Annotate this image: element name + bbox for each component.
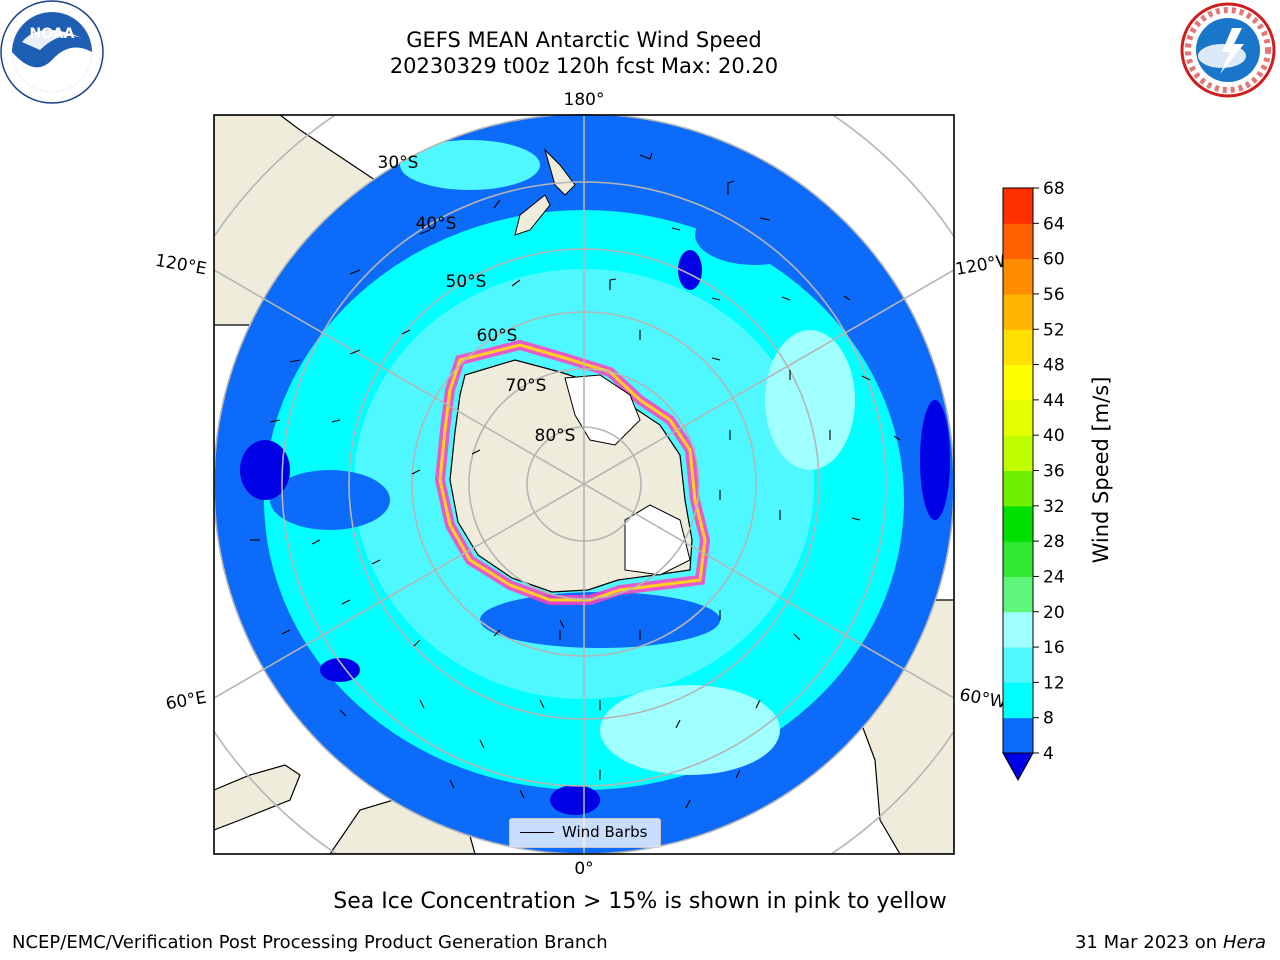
colorbar-swatch bbox=[1003, 647, 1033, 683]
footer-credit: NCEP/EMC/Verification Post Processing Pr… bbox=[12, 932, 608, 953]
lat-label-50s: 50°S bbox=[446, 272, 487, 292]
footer-host: Hera bbox=[1222, 932, 1266, 953]
colorbar-swatch bbox=[1003, 682, 1033, 719]
wind-barbs bbox=[250, 152, 901, 809]
colorbar-swatch bbox=[1003, 399, 1033, 436]
colorbar-tick-label: 48 bbox=[1043, 356, 1065, 376]
noaa-logo: NOAA bbox=[0, 0, 104, 104]
colorbar-swatch bbox=[1003, 223, 1033, 260]
colorbar-swatch bbox=[1003, 505, 1033, 542]
footer-date-text: 31 Mar 2023 on bbox=[1074, 932, 1218, 953]
legend-label: Wind Barbs bbox=[562, 823, 648, 841]
colorbar-tick-label: 24 bbox=[1043, 567, 1065, 587]
lat-label-60s: 60°S bbox=[477, 326, 518, 346]
chart-subtitle: 20230329 t00z 120h fcst Max: 20.20 bbox=[389, 54, 779, 78]
svg-text:NOAA: NOAA bbox=[30, 26, 75, 42]
colorbar-tick-label: 16 bbox=[1043, 638, 1065, 658]
footer-date: 31 Mar 2023 on Hera bbox=[1075, 932, 1266, 953]
lon-label-left-lower: 60°E bbox=[164, 688, 208, 715]
new-zealand bbox=[514, 148, 576, 236]
colorbar-swatch bbox=[1003, 293, 1033, 330]
colorbar-tick-label: 68 bbox=[1043, 179, 1065, 199]
colorbar-tick-label: 28 bbox=[1043, 532, 1065, 552]
colorbar-under-triangle bbox=[1002, 752, 1034, 782]
colorbar-swatch bbox=[1003, 364, 1033, 401]
colorbar-tick-label: 20 bbox=[1043, 603, 1065, 623]
lon-label-top: 180° bbox=[564, 90, 605, 110]
colorbar-swatch bbox=[1003, 541, 1033, 577]
legend-line-sample bbox=[520, 832, 554, 833]
colorbar-tick-label: 56 bbox=[1043, 285, 1065, 305]
lat-label-80s: 80°S bbox=[535, 426, 576, 446]
colorbar-tick-label: 4 bbox=[1043, 744, 1054, 764]
colorbar-swatch bbox=[1003, 435, 1033, 471]
colorbar-tick-label: 44 bbox=[1043, 391, 1065, 411]
chart-title: GEFS MEAN Antarctic Wind Speed bbox=[406, 28, 762, 52]
colorbar-tick-label: 36 bbox=[1043, 462, 1065, 482]
colorbar-tick-label: 52 bbox=[1043, 320, 1065, 340]
colorbar-tick-label: 60 bbox=[1043, 250, 1065, 270]
colorbar-tick-label: 8 bbox=[1043, 709, 1054, 729]
lon-label-left-upper: 120°E bbox=[154, 251, 208, 280]
colorbar-tick-label: 12 bbox=[1043, 673, 1065, 693]
colorbar-swatch bbox=[1003, 576, 1033, 613]
sea-ice-note: Sea Ice Concentration > 15% is shown in … bbox=[333, 889, 947, 914]
lat-label-30s: 30°S bbox=[378, 153, 419, 173]
colorbar-swatch bbox=[1003, 258, 1033, 295]
nws-logo bbox=[1180, 2, 1276, 98]
colorbar-swatch bbox=[1003, 470, 1033, 507]
colorbar-tick-label: 64 bbox=[1043, 214, 1065, 234]
colorbar-swatches bbox=[1003, 188, 1033, 754]
map-frame bbox=[213, 114, 955, 855]
lon-label-bottom: 0° bbox=[574, 859, 593, 879]
colorbar-swatch bbox=[1003, 611, 1033, 648]
colorbar-label: Wind Speed [m/s] bbox=[1089, 377, 1113, 564]
colorbar-swatch bbox=[1003, 188, 1033, 224]
lat-label-40s: 40°S bbox=[416, 214, 457, 234]
colorbar-swatch bbox=[1003, 329, 1033, 366]
colorbar-tick-label: 32 bbox=[1043, 497, 1065, 517]
colorbar-swatch bbox=[1003, 717, 1033, 754]
colorbar-tick-label: 40 bbox=[1043, 426, 1065, 446]
wind-barb-legend: Wind Barbs bbox=[509, 818, 661, 848]
graticule bbox=[214, 115, 954, 854]
lat-label-70s: 70°S bbox=[506, 376, 547, 396]
